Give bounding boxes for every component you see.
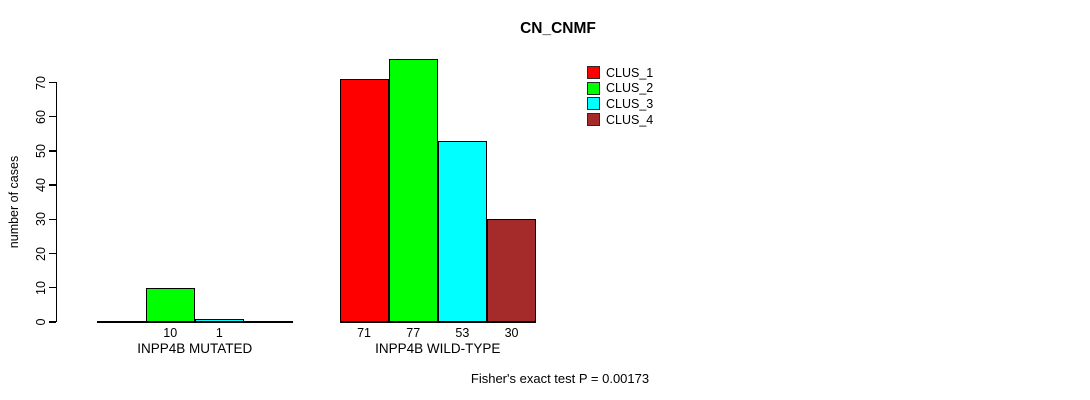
legend-item: CLUS_1 — [587, 65, 653, 81]
y-tick-label: 40 — [34, 178, 48, 193]
y-tick-mark — [49, 150, 56, 152]
y-tick-mark — [49, 116, 56, 118]
y-tick-mark — [49, 218, 56, 221]
y-tick-label: 20 — [34, 246, 48, 261]
legend-label: CLUS_1 — [606, 65, 654, 80]
group-x-axis-line — [96, 321, 294, 323]
legend-item: CLUS_4 — [587, 112, 653, 128]
bar-value-label: 10 — [163, 326, 178, 340]
group-label: INPP4B MUTATED — [137, 341, 253, 356]
legend-swatch-clus_1 — [587, 66, 600, 80]
legend-item: CLUS_3 — [587, 96, 653, 112]
bar-clus_1 — [339, 79, 389, 322]
legend-swatch-clus_2 — [587, 81, 600, 95]
y-tick-label: 0 — [34, 318, 48, 326]
y-tick-label: 10 — [34, 280, 48, 295]
legend: CLUS_1 CLUS_2 CLUS_3 CLUS_4 — [587, 65, 653, 127]
bar-value-label: 71 — [357, 326, 372, 340]
chart-title: CN_CNMF — [520, 20, 596, 37]
bar-clus_3 — [437, 140, 487, 322]
legend-swatch-clus_3 — [587, 97, 600, 111]
y-tick-mark — [49, 287, 56, 289]
bar-value-label: 53 — [455, 326, 470, 340]
bar-value-label: 77 — [406, 326, 421, 340]
y-tick-mark — [49, 81, 56, 84]
fisher-test-annotation: Fisher's exact test P = 0.00173 — [470, 371, 650, 386]
legend-label: CLUS_4 — [606, 112, 654, 127]
bar-value-label: 30 — [504, 326, 519, 340]
bar-clus_4 — [486, 219, 537, 322]
bar-clus_2 — [145, 287, 195, 322]
y-tick-mark — [49, 321, 56, 323]
y-tick-mark — [49, 184, 56, 186]
legend-label: CLUS_2 — [606, 81, 654, 96]
y-tick-label: 50 — [34, 143, 48, 158]
bar-clus_3 — [194, 318, 244, 322]
y-axis-line — [56, 82, 58, 322]
y-tick-mark — [49, 252, 56, 255]
legend-swatch-clus_4 — [587, 113, 600, 127]
legend-label: CLUS_3 — [606, 96, 654, 111]
group-x-axis-line — [339, 321, 537, 323]
bar-clus_2 — [388, 58, 438, 322]
y-axis-label: number of cases — [7, 155, 21, 249]
y-tick-label: 70 — [34, 75, 48, 90]
group-label: INPP4B WILD-TYPE — [375, 341, 501, 356]
bar-value-label: 1 — [215, 326, 223, 340]
legend-item: CLUS_2 — [587, 81, 653, 97]
y-tick-label: 30 — [34, 212, 48, 227]
y-tick-label: 60 — [34, 109, 48, 124]
